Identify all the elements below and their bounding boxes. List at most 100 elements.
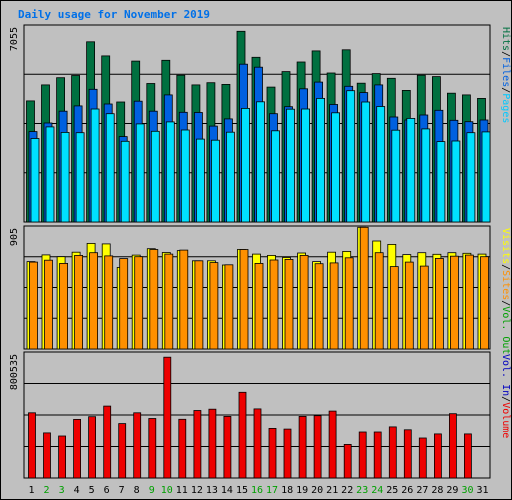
- day-label-2: 2: [43, 485, 49, 496]
- sites-bar-day-29: [449, 255, 459, 350]
- pages-bar-day-22: [346, 90, 356, 223]
- volume-bar-day-5: [88, 416, 96, 479]
- day-label-29: 29: [446, 485, 458, 496]
- sites-bar-day-2: [44, 259, 53, 350]
- y-max-label: 7055: [9, 27, 20, 51]
- volume-bar-day-27: [418, 437, 427, 479]
- legend-entry: Files: [500, 57, 511, 87]
- sites-bar-day-28: [434, 257, 444, 350]
- sites-bar-day-24: [374, 252, 384, 350]
- day-label-15: 15: [236, 485, 248, 496]
- day-label-13: 13: [206, 485, 218, 496]
- volume-bar-day-22: [343, 443, 352, 479]
- legend-bottom: Vol. In/Volume: [500, 354, 511, 438]
- sites-bar-day-27: [419, 265, 429, 350]
- sites-bar-day-14: [224, 264, 234, 350]
- sites-bar-day-23: [359, 226, 369, 350]
- sites-bar-day-11: [179, 249, 189, 350]
- legend-entry: Visits: [500, 228, 511, 264]
- day-label-7: 7: [119, 485, 125, 496]
- pages-bar-day-27: [421, 128, 431, 223]
- sites-bar-day-19: [299, 254, 309, 350]
- pages-bar-day-20: [316, 98, 326, 223]
- sites-bar-day-20: [314, 263, 324, 350]
- volume-bar-day-29: [448, 413, 457, 479]
- day-label-27: 27: [416, 485, 428, 496]
- pages-bar-day-24: [376, 106, 386, 223]
- volume-bar-day-23: [358, 431, 367, 479]
- sites-bar-day-31: [480, 256, 489, 350]
- pages-bar-day-14: [225, 131, 235, 223]
- pages-bar-day-28: [436, 141, 446, 223]
- legend-entry: /: [500, 51, 511, 57]
- volume-bar-day-16: [253, 408, 262, 479]
- pages-bar-day-31: [481, 131, 491, 223]
- day-label-20: 20: [311, 485, 323, 496]
- day-label-18: 18: [281, 485, 293, 496]
- volume-bar-day-7: [118, 423, 127, 479]
- day-label-11: 11: [176, 485, 188, 496]
- day-label-24: 24: [371, 485, 383, 496]
- legend-entry: Hits: [500, 27, 511, 51]
- volume-bar-day-21: [328, 410, 337, 479]
- sites-bar-day-13: [209, 262, 219, 350]
- volume-bar-day-13: [208, 408, 217, 479]
- volume-bar-day-19: [298, 415, 307, 479]
- volume-bar-day-11: [178, 418, 187, 479]
- legend-entry: /: [500, 300, 511, 306]
- pages-bar-day-7: [120, 140, 130, 223]
- pages-bar-day-6: [105, 113, 115, 223]
- chart-title: Daily usage for November 2019: [18, 8, 211, 21]
- volume-bar-day-1: [28, 412, 36, 479]
- sites-bar-day-9: [149, 249, 159, 350]
- sites-bar-day-12: [194, 260, 204, 350]
- sites-bar-day-15: [239, 249, 249, 350]
- pages-bar-day-16: [256, 101, 265, 223]
- pages-bar-day-23: [361, 101, 371, 223]
- volume-bar-day-10: [163, 356, 172, 479]
- day-label-12: 12: [191, 485, 203, 496]
- day-label-6: 6: [104, 485, 110, 496]
- volume-bar-day-25: [388, 426, 397, 479]
- day-label-16: 16: [251, 485, 263, 496]
- volume-bar-day-12: [193, 410, 202, 479]
- volume-bar-day-14: [223, 415, 232, 479]
- legend-entry: /: [500, 396, 511, 402]
- volume-bar-day-6: [103, 405, 112, 479]
- pages-bar-day-17: [271, 130, 280, 223]
- pages-bar-day-21: [331, 112, 341, 223]
- legend-entry: Pages: [500, 93, 511, 123]
- sites-bar-day-7: [119, 258, 129, 350]
- pages-bar-day-12: [195, 138, 205, 223]
- sites-bar-day-18: [284, 258, 294, 350]
- volume-bar-day-26: [403, 429, 412, 479]
- pages-bar-day-25: [391, 129, 401, 223]
- sites-bar-day-4: [74, 254, 83, 350]
- day-label-9: 9: [149, 485, 155, 496]
- day-label-23: 23: [356, 485, 368, 496]
- legend-entry: Sites: [500, 270, 511, 300]
- sites-bar-day-22: [344, 257, 354, 350]
- pages-bar-day-29: [451, 140, 461, 223]
- sites-bar-day-26: [404, 261, 414, 350]
- pages-bar-day-5: [90, 108, 100, 223]
- volume-bar-day-30: [463, 433, 472, 479]
- day-label-10: 10: [161, 485, 173, 496]
- day-label-5: 5: [89, 485, 95, 496]
- sites-bar-day-25: [389, 266, 399, 350]
- pages-bar-day-9: [150, 130, 160, 223]
- sites-bar-day-21: [329, 262, 339, 350]
- volume-bar-day-2: [43, 432, 51, 479]
- legend-entry: Vol. In: [500, 354, 511, 396]
- day-label-4: 4: [74, 485, 80, 496]
- day-label-1: 1: [28, 485, 34, 496]
- pages-bar-day-18: [286, 108, 295, 223]
- day-label-22: 22: [341, 485, 353, 496]
- sites-bar-day-6: [104, 255, 114, 350]
- volume-bar-day-3: [58, 435, 66, 479]
- day-label-21: 21: [326, 485, 338, 496]
- day-label-3: 3: [59, 485, 65, 496]
- pages-bar-day-2: [45, 126, 55, 223]
- sites-bar-day-30: [464, 254, 474, 350]
